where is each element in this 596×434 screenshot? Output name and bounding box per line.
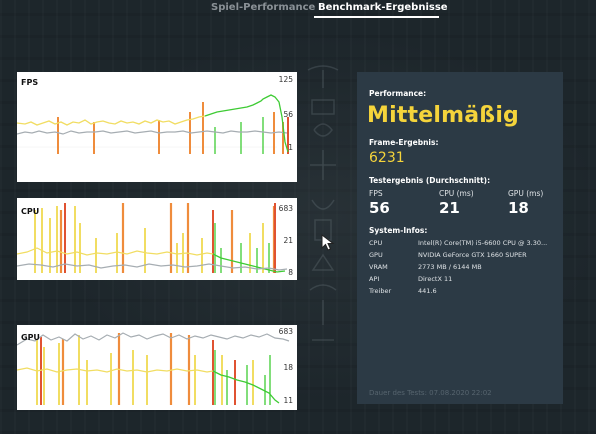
fps-chart-graph <box>17 94 289 154</box>
hieroglyph-decoration <box>307 65 339 341</box>
fps-tick-max: 125 <box>278 75 293 84</box>
gpu-tick-avg: 18 <box>283 363 293 372</box>
sys-key-cpu: CPU <box>369 239 383 247</box>
performance-label: Performance: <box>369 89 427 98</box>
gpu-chart-graph <box>17 332 290 405</box>
sys-val-vram: 2773 MB / 6144 MB <box>418 263 482 271</box>
frame-result-label: Frame-Ergebnis: <box>369 138 439 147</box>
fps-chart-label: FPS <box>21 78 39 87</box>
sys-val-cpu: Intel(R) Core(TM) i5-6600 CPU @ 3.30... <box>418 239 548 247</box>
sys-key-api: API <box>369 275 380 283</box>
cpu-chart: CPU 683 21 8 <box>17 198 297 280</box>
mouse-cursor-icon <box>321 234 335 251</box>
gpu-tick-max: 683 <box>278 327 293 336</box>
sys-key-gpu: GPU <box>369 251 383 259</box>
fps-col-label: FPS <box>369 189 383 198</box>
performance-rating: Mittelmäßig <box>367 103 520 128</box>
system-info-label: System-Infos: <box>369 226 428 235</box>
results-panel: Performance: Mittelmäßig Frame-Ergebnis:… <box>357 72 563 404</box>
gpu-chart: GPU 683 18 11 <box>17 325 297 410</box>
sys-key-vram: VRAM <box>369 263 388 271</box>
sys-val-gpu: NVIDIA GeForce GTX 1660 SUPER <box>418 251 527 259</box>
active-tab-underline <box>314 16 439 18</box>
frame-result-value: 6231 <box>369 150 405 166</box>
cpu-col-value: 21 <box>439 199 460 217</box>
cpu-tick-max: 683 <box>278 204 293 213</box>
cpu-chart-label: CPU <box>21 207 40 216</box>
fps-chart: FPS 125 56 1 <box>17 72 297 182</box>
cpu-col-label: CPU (ms) <box>439 189 474 198</box>
cpu-chart-graph <box>17 203 288 273</box>
tab-benchmark-results[interactable]: Benchmark-Ergebnisse <box>318 2 448 13</box>
tab-game-performance[interactable]: Spiel-Performance <box>211 2 316 13</box>
test-date: Dauer des Tests: 07.08.2020 22:02 <box>369 389 492 397</box>
sys-val-api: DirectX 11 <box>418 275 453 283</box>
tab-bar: Spiel-Performance Benchmark-Ergebnisse <box>0 2 596 18</box>
fps-tick-min: 1 <box>288 143 293 152</box>
gpu-tick-min: 11 <box>283 396 293 405</box>
test-result-label: Testergebnis (Durchschnitt): <box>369 176 491 185</box>
gpu-chart-label: GPU <box>21 333 40 342</box>
cpu-tick-min: 8 <box>288 268 293 277</box>
fps-tick-avg: 56 <box>283 110 293 119</box>
fps-col-value: 56 <box>369 199 390 217</box>
gpu-col-value: 18 <box>508 199 529 217</box>
sys-val-driver: 441.6 <box>418 287 437 295</box>
gpu-col-label: GPU (ms) <box>508 189 544 198</box>
cpu-tick-avg: 21 <box>283 236 293 245</box>
sys-key-driver: Treiber <box>369 287 392 295</box>
